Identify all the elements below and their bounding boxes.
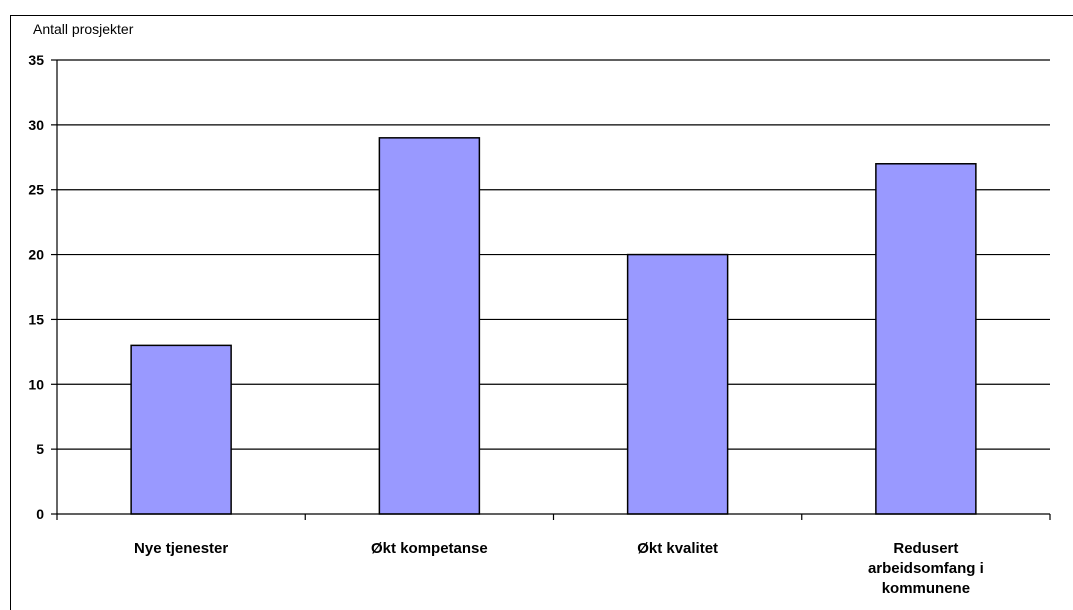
axes xyxy=(51,59,1051,520)
x-category-label-1-line-0: Økt kompetanse xyxy=(371,540,488,557)
y-tick-label-5: 5 xyxy=(36,441,44,457)
y-tick-label-30: 30 xyxy=(28,117,44,133)
y-tick-label-10: 10 xyxy=(28,376,44,392)
bar-3 xyxy=(875,163,977,515)
y-tick-label-0: 0 xyxy=(36,506,44,522)
y-tick-label-20: 20 xyxy=(28,247,44,263)
y-axis-label: Antall prosjekter xyxy=(33,21,134,37)
y-tick-label-35: 35 xyxy=(28,52,44,68)
bars xyxy=(130,137,977,515)
x-category-label-1: Økt kompetanse xyxy=(371,540,488,557)
bar-2 xyxy=(626,253,729,515)
y-tick-label-15: 15 xyxy=(28,311,44,327)
y-tick-label-25: 25 xyxy=(28,182,44,198)
chart-frame xyxy=(10,15,1073,610)
x-category-label-0: Nye tjenester xyxy=(134,540,228,557)
x-category-label-2-line-0: Økt kvalitet xyxy=(637,540,718,557)
x-category-label-3-line-1: arbeidsomfang i xyxy=(868,560,984,577)
x-category-labels: Nye tjenester Økt kompetanse Økt kvalitet R… xyxy=(134,540,984,597)
x-category-label-2: Økt kvalitet xyxy=(637,540,718,557)
x-category-label-3-line-0: Redusert xyxy=(893,540,958,557)
y-tick-labels: 0 5 10 15 20 25 30 35 xyxy=(28,52,44,522)
bar-0 xyxy=(130,344,232,515)
x-category-label-3: Redusert arbeidsomfang i kommunene xyxy=(868,540,984,597)
bar-1 xyxy=(378,137,481,515)
x-category-label-0-line-0: Nye tjenester xyxy=(134,540,228,557)
x-category-label-3-line-2: kommunene xyxy=(882,580,970,597)
